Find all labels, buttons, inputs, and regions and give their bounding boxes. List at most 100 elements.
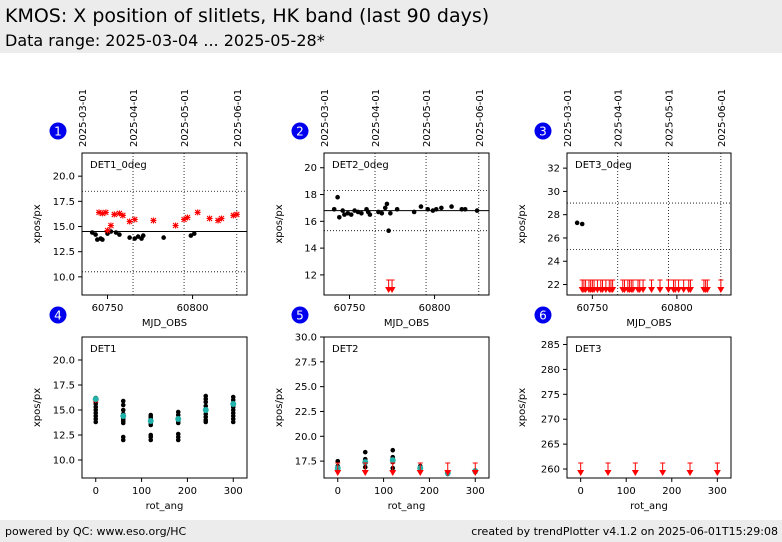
outlier-point bbox=[181, 216, 188, 223]
outlier-point bbox=[131, 216, 138, 223]
outlier-point bbox=[104, 227, 111, 234]
upper-limit-marker bbox=[703, 287, 711, 293]
y-tick-label: 22 bbox=[547, 280, 560, 291]
x-tick-label: 60750 bbox=[334, 303, 366, 314]
x-tick-label: 300 bbox=[224, 486, 243, 497]
date-tick-label: 2025-04-01 bbox=[129, 89, 140, 147]
data-point bbox=[148, 412, 154, 418]
date-tick-label: 2025-06-01 bbox=[475, 89, 486, 147]
upper-limit-marker bbox=[577, 470, 585, 476]
mean-point bbox=[92, 396, 99, 402]
data-point bbox=[113, 230, 119, 235]
mean-point bbox=[230, 401, 237, 407]
y-axis-label: xpos/px bbox=[32, 388, 43, 427]
outlier-point bbox=[111, 211, 118, 218]
y-axis-label: xpos/px bbox=[274, 204, 285, 243]
panel-number-badge bbox=[291, 306, 309, 324]
mean-point bbox=[202, 407, 209, 413]
x-tick-label: 0 bbox=[93, 486, 99, 497]
page-subtitle: Data range: 2025-03-04 ... 2025-05-28* bbox=[5, 31, 325, 50]
upper-limit-marker bbox=[631, 470, 639, 476]
panel-5: 5 0 100 200 300 17.5 20.0 22.5 25.0 27.5 30.0 rot_a… bbox=[274, 306, 490, 512]
data-point bbox=[175, 409, 181, 415]
outlier-point bbox=[206, 215, 213, 222]
axes-frame bbox=[566, 152, 732, 296]
data-point bbox=[337, 215, 342, 220]
y-axis-label: xpos/px bbox=[517, 388, 528, 427]
data-point bbox=[100, 237, 105, 242]
upper-limit-marker bbox=[717, 287, 725, 293]
y-tick-label: 20 bbox=[304, 163, 317, 174]
outlier-point bbox=[96, 209, 103, 216]
mean-point bbox=[362, 459, 369, 466]
upper-limit-marker bbox=[639, 287, 647, 293]
data-point bbox=[188, 233, 194, 238]
y-tick-label: 285 bbox=[541, 340, 560, 351]
axes-frame bbox=[323, 336, 490, 479]
date-tick-label: 2025-06-01 bbox=[717, 89, 728, 147]
upper-limit-marker bbox=[471, 470, 479, 476]
date-tick-label: 2025-06-01 bbox=[233, 89, 244, 147]
y-tick-label: 30.0 bbox=[295, 333, 317, 344]
data-point bbox=[579, 221, 585, 227]
y-tick-label: 17.5 bbox=[53, 197, 75, 208]
report-header: KMOS: X position of slitlets, HK band (l… bbox=[0, 0, 782, 53]
data-point bbox=[230, 394, 236, 400]
x-tick-label: 300 bbox=[466, 486, 485, 497]
plot-area bbox=[92, 393, 237, 443]
data-point bbox=[132, 236, 138, 241]
y-tick-label: 270 bbox=[541, 415, 560, 426]
data-point bbox=[340, 208, 346, 213]
date-tick-label: 2025-03-01 bbox=[563, 89, 574, 147]
upper-limit-marker bbox=[416, 470, 424, 476]
data-point bbox=[203, 411, 209, 417]
data-point bbox=[367, 212, 373, 217]
x-tick-label: 100 bbox=[617, 486, 636, 497]
outlier-point bbox=[218, 215, 225, 222]
data-point bbox=[335, 458, 341, 464]
panel-label: DET3 bbox=[575, 344, 602, 355]
date-tick-label: 2025-05-01 bbox=[180, 89, 191, 147]
outlier-point bbox=[126, 218, 133, 225]
upper-limit-marker bbox=[604, 470, 612, 476]
data-point bbox=[120, 398, 126, 404]
x-tick-label: 200 bbox=[178, 486, 197, 497]
y-axis-label: xpos/px bbox=[274, 388, 285, 427]
upper-limit-marker bbox=[609, 287, 617, 293]
panel-number: 1 bbox=[54, 125, 62, 139]
data-point bbox=[433, 206, 439, 212]
outlier-point bbox=[116, 210, 123, 217]
panel-number: 4 bbox=[54, 309, 62, 323]
date-tick-label: 2025-05-01 bbox=[422, 89, 433, 147]
upper-limit-marker bbox=[656, 287, 664, 293]
x-tick-label: 300 bbox=[708, 486, 727, 497]
y-tick-label: 17.5 bbox=[295, 457, 317, 468]
axes-frame bbox=[566, 336, 732, 479]
outlier-point bbox=[230, 212, 237, 219]
x-axis-label: rot_ang bbox=[146, 501, 184, 512]
upper-limit-marker bbox=[361, 470, 369, 476]
y-tick-label: 24 bbox=[547, 257, 560, 268]
panel-number-badge bbox=[534, 306, 552, 324]
upper-limit-marker bbox=[648, 287, 656, 293]
x-axis-label: MJD_OBS bbox=[384, 318, 429, 329]
axes-frame bbox=[81, 152, 248, 296]
data-point bbox=[439, 205, 444, 211]
x-axis-label: rot_ang bbox=[388, 501, 426, 512]
data-point bbox=[388, 210, 393, 216]
date-tick-label: 2025-04-01 bbox=[371, 89, 382, 147]
y-tick-label: 15.0 bbox=[53, 406, 75, 417]
panel-number-badge bbox=[49, 306, 67, 324]
data-point bbox=[161, 235, 166, 240]
panel-label: DET3_0deg bbox=[575, 160, 632, 171]
data-point bbox=[120, 407, 126, 413]
y-tick-label: 28 bbox=[547, 210, 560, 221]
upper-limit-marker bbox=[713, 470, 721, 476]
data-point bbox=[331, 206, 337, 212]
mean-point bbox=[120, 413, 127, 419]
data-point bbox=[384, 201, 390, 207]
data-point bbox=[449, 204, 454, 209]
upper-limit-marker bbox=[664, 287, 672, 293]
y-tick-label: 280 bbox=[541, 365, 560, 376]
outlier-point bbox=[150, 217, 157, 224]
